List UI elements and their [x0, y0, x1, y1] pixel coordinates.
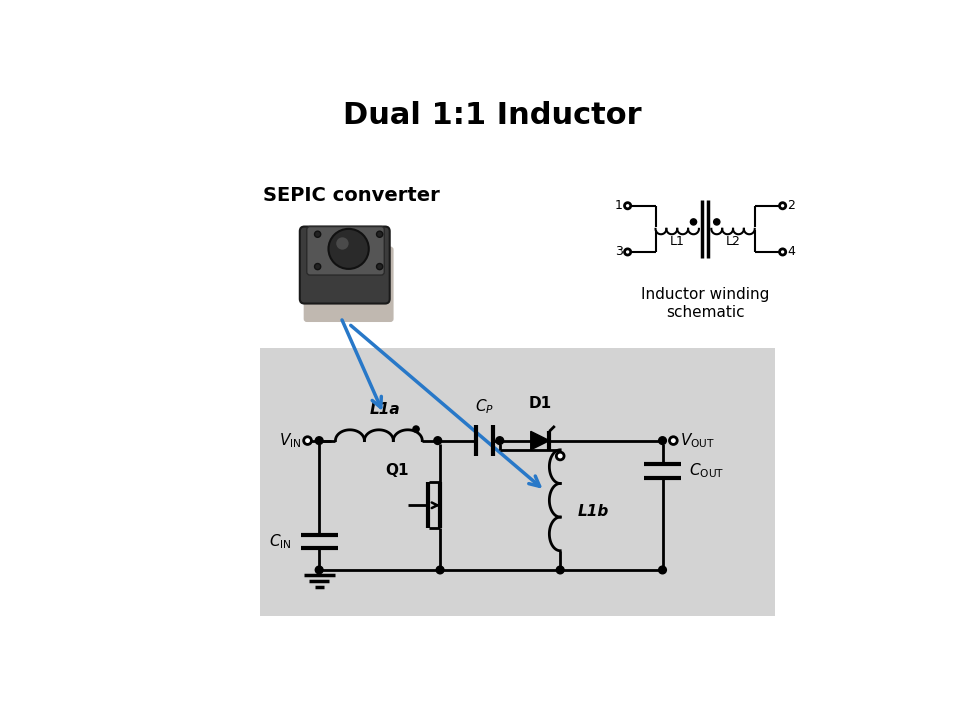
Circle shape [659, 437, 666, 444]
Text: L1a: L1a [370, 402, 400, 418]
FancyBboxPatch shape [303, 246, 394, 322]
Circle shape [625, 202, 631, 209]
Circle shape [315, 566, 324, 574]
Text: L1b: L1b [577, 504, 609, 519]
Text: Q1: Q1 [386, 463, 409, 478]
Text: 1: 1 [615, 199, 623, 212]
Text: 4: 4 [787, 246, 795, 258]
Circle shape [434, 437, 442, 444]
Text: D1: D1 [529, 396, 552, 411]
Circle shape [496, 437, 504, 444]
Circle shape [315, 437, 324, 444]
Text: Inductor winding
schematic: Inductor winding schematic [641, 287, 769, 320]
Text: $V_{\rm IN}$: $V_{\rm IN}$ [279, 431, 301, 450]
Circle shape [780, 202, 785, 209]
Circle shape [328, 229, 369, 269]
Circle shape [436, 566, 444, 574]
Circle shape [669, 437, 677, 444]
Circle shape [315, 231, 321, 238]
Circle shape [413, 426, 420, 432]
Circle shape [336, 238, 348, 250]
Circle shape [376, 231, 383, 238]
Circle shape [659, 566, 666, 574]
FancyBboxPatch shape [307, 227, 384, 275]
Text: 2: 2 [787, 199, 795, 212]
Text: $V_{\rm OUT}$: $V_{\rm OUT}$ [680, 431, 714, 450]
Bar [259, 348, 775, 616]
Text: 3: 3 [615, 246, 623, 258]
Circle shape [625, 249, 631, 255]
Text: $C_{\rm OUT}$: $C_{\rm OUT}$ [689, 462, 724, 480]
Text: $C_{\rm IN}$: $C_{\rm IN}$ [269, 532, 291, 551]
Text: $C_P$: $C_P$ [475, 397, 493, 416]
Circle shape [690, 219, 697, 225]
Circle shape [557, 566, 564, 574]
Circle shape [376, 264, 383, 270]
Circle shape [780, 249, 785, 255]
Text: Dual 1:1 Inductor: Dual 1:1 Inductor [343, 101, 641, 130]
Circle shape [315, 264, 321, 270]
FancyBboxPatch shape [300, 227, 390, 304]
Text: L2: L2 [726, 235, 740, 248]
Text: L1: L1 [670, 235, 684, 248]
Circle shape [713, 219, 720, 225]
Circle shape [557, 452, 564, 460]
Text: SEPIC converter: SEPIC converter [263, 186, 440, 205]
Polygon shape [531, 431, 549, 450]
Circle shape [303, 437, 311, 444]
